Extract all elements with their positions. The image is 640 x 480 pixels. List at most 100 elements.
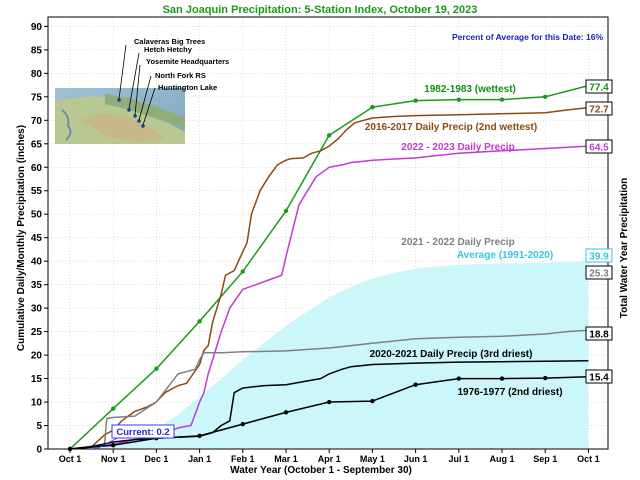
y-tick-label: 25 [31,327,43,338]
series-point-1 [543,94,548,100]
chart-title: San Joaquin Precipitation: 5-Station Ind… [163,4,478,16]
y-tick-label: 20 [31,351,43,362]
series-point-1 [413,98,418,103]
series-point-6 [283,410,289,415]
percent-of-average: Percent of Average for this Date: 16% [452,32,603,42]
series-point-1 [154,366,159,371]
x-tick-label: Feb 1 [231,454,255,464]
y-tick-label: 70 [31,116,43,127]
x-tick-label: Jun 1 [404,454,428,464]
station-label: Huntington Lake [158,83,217,92]
series-point-1 [499,97,505,102]
x-tick-label: Jan 1 [188,454,211,464]
total-box-frame [585,139,613,154]
total-box: 15.4 [585,369,613,384]
y-tick-label: 60 [31,163,43,174]
y-tick-label: 35 [31,280,43,291]
current-point [94,446,98,450]
y-tick-label: 50 [31,210,43,221]
total-box: 77.4 [585,79,613,94]
x-tick-label: Oct 1 [577,454,600,464]
series-label: Average (1991-2020) [457,250,553,261]
series-point-6 [456,376,461,381]
station-marker [117,98,121,102]
total-box-frame [585,101,613,116]
series-point-6 [543,375,548,381]
series-point-6 [197,433,202,439]
x-tick-label: Nov 1 [101,454,126,464]
x-tick-label: Dec 1 [144,454,168,464]
total-box-frame [585,265,613,280]
station-marker [127,108,131,112]
series-label: 2022 - 2023 Daily Precip [401,142,514,153]
series-label: 1976-1977 (2nd driest) [457,387,562,398]
x-tick-label: Aug 1 [489,454,514,464]
total-box-frame [585,79,613,94]
y-tick-label: 65 [31,139,43,150]
total-value: 39.9 [589,252,609,263]
station-label: Calaveras Big Trees [134,37,205,46]
series-point-6 [111,443,116,448]
total-value: 77.4 [589,83,609,94]
series-label: 1982-1983 (wettest) [424,84,516,95]
current-pointer [97,436,120,449]
total-value: 15.4 [589,373,609,384]
y-tick-label: 10 [31,398,43,409]
total-box: 39.9 [585,248,613,263]
y-tick-label: 55 [31,186,43,197]
y-tick-label: 45 [31,233,43,244]
series-line-4 [69,329,589,450]
total-box: 72.7 [585,101,613,116]
x-axis-title: Water Year (October 1 - September 30) [230,465,412,476]
plot-frame [47,16,609,450]
y-tick-label: 0 [36,445,42,456]
y-tick-label: 80 [31,69,43,80]
x-tick-label: Oct 1 [59,454,82,464]
station-label: Yosemite Headquarters [146,57,229,66]
series-point-1 [283,208,289,214]
y-tick-label: 30 [31,304,43,315]
y-tick-label: 85 [31,45,43,56]
series-label: 2021 - 2022 Daily Precip [401,237,514,248]
total-value: 64.5 [589,143,609,154]
y-tick-label: 15 [31,374,43,385]
x-tick-label: Mar 1 [274,454,298,464]
y-tick-label: 5 [36,421,42,432]
series-label: 2020-2021 Daily Precip (3rd driest) [370,349,533,360]
y-axis-title: Cumulative Daily/Monthly Precipitation (… [16,125,27,351]
total-box: 64.5 [585,139,613,154]
series-point-6 [413,382,418,387]
x-tick-label: Apr 1 [318,454,341,464]
series-point-1 [456,97,461,102]
station-marker [141,124,145,128]
total-box: 25.3 [585,265,613,280]
station-map: Calaveras Big Trees Hetch Hetchy Yosemit… [55,37,229,144]
total-box-frame [585,369,613,384]
station-label: North Fork RS [155,71,206,80]
total-value: 72.7 [589,105,609,116]
axes-layer: 0 5 10 15 20 25 30 35 40 45 50 55 60 65 70 75 80 85 90 Oct … [31,16,609,464]
current-label: Current: 0.2 [116,427,169,438]
series-point-1 [240,269,245,274]
y-tick-label: 75 [31,92,43,103]
series-point-1 [111,406,116,411]
series-point-6 [370,398,375,404]
series-label: 2016-2017 Daily Precip (2nd wettest) [365,122,537,133]
y2-axis-title: Total Water Year Precipitation [619,178,630,318]
x-tick-label: May 1 [360,454,385,464]
station-marker [133,114,137,118]
x-tick-label: Sep 1 [533,454,557,464]
total-box-frame [585,248,613,263]
y-tick-label: 90 [31,22,43,33]
total-value: 25.3 [589,269,609,280]
series-point-6 [499,376,505,381]
total-value: 18.8 [589,330,609,341]
station-label: Hetch Hetchy [144,45,193,54]
current-box [111,424,175,439]
series-labels: Average (1991-2020) 1982-1983 (wettest) 20… [94,79,613,450]
x-tick-label: Jul 1 [449,454,470,464]
series-point-6 [327,399,332,405]
y-tick-label: 40 [31,257,43,268]
total-box-frame [585,326,613,341]
